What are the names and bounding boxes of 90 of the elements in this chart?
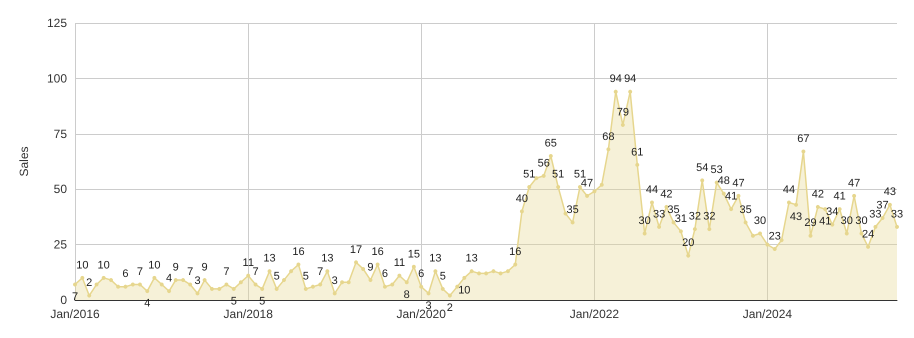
data-label: 16 [371, 246, 384, 258]
data-label: 15 [408, 248, 420, 260]
data-label: 24 [862, 228, 874, 240]
x-tick-label: Jan/2024 [742, 307, 792, 321]
data-label: 54 [696, 162, 708, 174]
data-label: 33 [652, 208, 666, 220]
data-label: 61 [631, 146, 644, 158]
data-label: 33 [890, 208, 904, 220]
data-label: 41 [725, 190, 738, 203]
x-tick-label: Jan/2022 [570, 307, 620, 321]
data-label: 7 [72, 290, 78, 303]
y-tick-label: 50 [54, 182, 68, 196]
data-label: 44 [646, 184, 658, 196]
data-label: 30 [840, 215, 853, 228]
data-label: 31 [674, 212, 688, 225]
data-label: 23 [768, 230, 781, 243]
data-label: 5 [274, 270, 280, 282]
data-label: 20 [682, 237, 694, 250]
data-label: 40 [516, 192, 528, 205]
data-label: 13 [263, 252, 276, 265]
data-label: 67 [797, 133, 810, 146]
data-label: 30 [638, 215, 651, 228]
data-label: 44 [782, 184, 796, 196]
data-label: 65 [544, 137, 557, 150]
data-label: 35 [566, 204, 579, 216]
data-label: 41 [819, 216, 832, 228]
data-label: 47 [580, 177, 594, 190]
data-label: 68 [602, 130, 615, 143]
y-tick-label: 125 [46, 16, 68, 30]
x-tick-label: Jan/2018 [224, 307, 274, 321]
data-label: 41 [834, 190, 846, 203]
data-label: 79 [616, 106, 629, 118]
y-tick-label: 75 [54, 126, 68, 141]
data-label: 4 [144, 298, 150, 310]
data-label: 3 [194, 274, 201, 287]
data-label: 4 [166, 272, 172, 285]
data-label: 9 [172, 262, 179, 274]
data-label: 32 [703, 210, 716, 223]
data-label: 3 [332, 274, 338, 287]
data-label: 13 [466, 252, 478, 265]
data-label: 94 [610, 73, 622, 86]
data-label: 11 [394, 257, 406, 270]
data-label: 43 [884, 186, 896, 198]
data-label: 6 [418, 268, 424, 280]
data-label: 7 [252, 266, 259, 278]
x-tick-label: Jan/2016 [50, 307, 100, 321]
data-label: 7 [187, 266, 194, 278]
data-label: 29 [804, 217, 817, 230]
data-label: 35 [739, 204, 752, 216]
y-tick-label: 0 [60, 293, 68, 307]
data-label: 47 [848, 177, 860, 190]
data-label: 47 [732, 177, 745, 190]
data-label: 53 [710, 164, 723, 176]
data-label: 10 [148, 259, 161, 272]
y-axis-title: Sales [17, 146, 31, 177]
data-label: 17 [350, 244, 362, 256]
data-label: 2 [86, 277, 92, 290]
data-label: 42 [812, 188, 824, 200]
data-label: 13 [429, 252, 442, 265]
y-tick-label: 25 [54, 238, 68, 252]
data-label: 30 [855, 215, 868, 228]
data-label: 7 [223, 266, 230, 278]
data-label: 10 [76, 259, 88, 272]
data-label: 5 [440, 270, 446, 282]
data-label: 42 [660, 188, 673, 200]
data-label: 7 [136, 266, 143, 278]
data-label: 51 [523, 168, 536, 180]
data-label: 11 [242, 257, 254, 270]
data-label: 2 [446, 302, 453, 314]
data-label: 51 [552, 168, 564, 180]
y-tick-label: 100 [46, 71, 68, 86]
data-label: 94 [624, 73, 636, 86]
data-label: 8 [404, 288, 410, 301]
data-label: 32 [688, 210, 701, 223]
data-label: 9 [202, 262, 208, 274]
data-label: 9 [367, 262, 374, 274]
data-label: 10 [458, 284, 470, 296]
data-label: 6 [382, 268, 388, 280]
data-label: 13 [321, 252, 334, 265]
data-label: 10 [98, 259, 110, 272]
data-label: 43 [790, 211, 802, 224]
data-label: 48 [718, 175, 730, 188]
data-label: 6 [122, 268, 129, 280]
data-label: 56 [538, 157, 550, 170]
data-label: 16 [509, 246, 522, 258]
data-label: 7 [317, 266, 324, 278]
data-label: 30 [754, 215, 766, 228]
data-label: 16 [292, 246, 305, 258]
data-label: 33 [869, 208, 882, 220]
data-label: 5 [302, 270, 309, 282]
